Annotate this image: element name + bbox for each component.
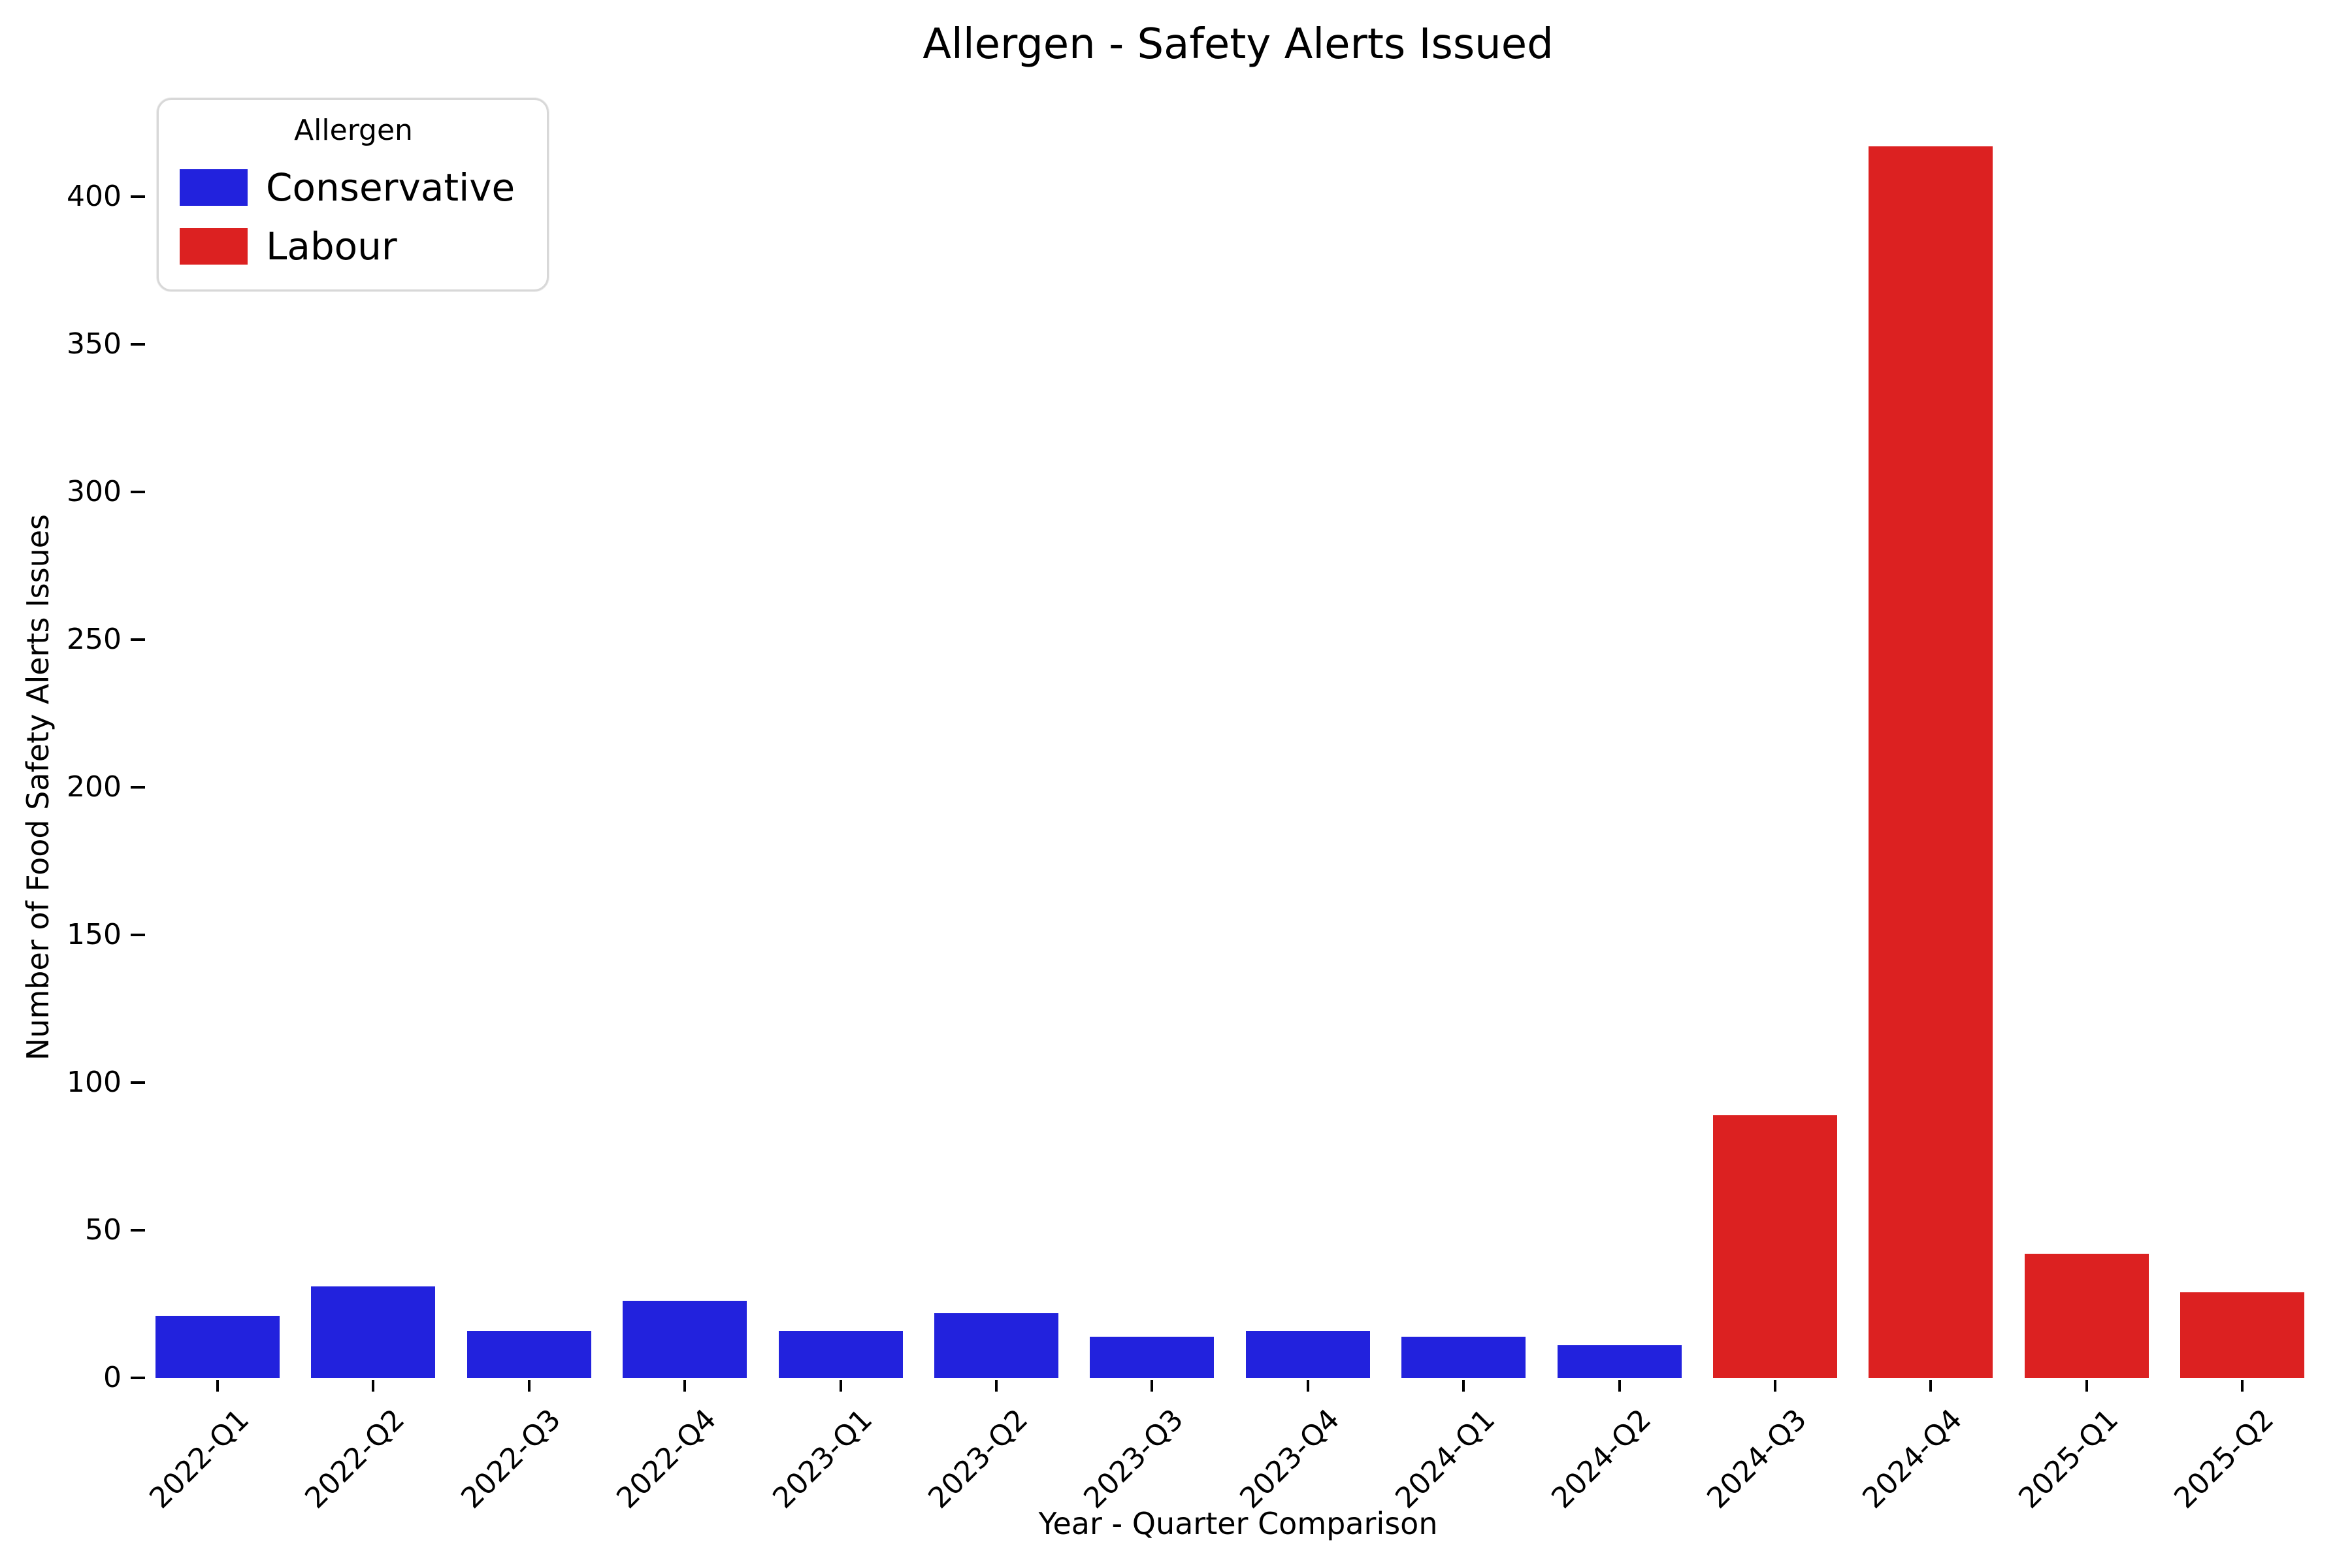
x-tick-label: 2022-Q2 [299, 1403, 412, 1515]
bar-2024-q3 [1713, 1115, 1837, 1378]
x-tick-label: 2023-Q3 [1077, 1403, 1190, 1515]
x-tick-mark [839, 1380, 842, 1392]
y-tick-label: 100 [67, 1066, 122, 1099]
x-tick-label: 2024-Q4 [1856, 1403, 1969, 1515]
bar-2022-q3 [467, 1331, 591, 1378]
x-tick-label: 2024-Q3 [1701, 1403, 1814, 1515]
x-axis-label: Year - Quarter Comparison [1038, 1506, 1438, 1541]
y-tick-label: 350 [67, 327, 122, 361]
x-tick-label: 2025-Q2 [2168, 1403, 2281, 1515]
x-tick-label: 2023-Q1 [766, 1403, 879, 1515]
y-tick-mark [131, 343, 145, 346]
y-tick-label: 50 [85, 1213, 122, 1247]
y-tick-label: 400 [67, 180, 122, 213]
legend: Allergen Conservative Labour [157, 98, 549, 291]
legend-item: Labour [180, 225, 527, 267]
y-tick-mark [131, 934, 145, 936]
y-tick-label: 0 [103, 1361, 122, 1394]
x-tick-mark [1774, 1380, 1776, 1392]
y-tick-label: 150 [67, 918, 122, 951]
x-tick-mark [2241, 1380, 2244, 1392]
bar-2024-q1 [1401, 1337, 1526, 1378]
x-tick-mark [2085, 1380, 2088, 1392]
bar-2023-q3 [1090, 1337, 1214, 1378]
bar-2024-q2 [1558, 1345, 1682, 1378]
legend-label: Conservative [266, 165, 515, 210]
bar-2025-q1 [2025, 1254, 2149, 1378]
x-tick-mark [527, 1380, 531, 1392]
legend-swatch-conservative [180, 169, 248, 206]
x-tick-label: 2022-Q3 [454, 1403, 567, 1515]
x-tick-label: 2023-Q4 [1233, 1403, 1346, 1515]
x-tick-mark [216, 1380, 219, 1392]
x-tick-label: 2023-Q2 [922, 1403, 1035, 1515]
y-tick-mark [131, 1377, 145, 1379]
x-tick-label: 2025-Q1 [2012, 1403, 2125, 1515]
bar-2023-q4 [1246, 1331, 1370, 1378]
x-tick-label: 2022-Q4 [610, 1403, 723, 1515]
y-tick-label: 250 [67, 623, 122, 656]
y-tick-mark [131, 786, 145, 789]
y-tick-mark [131, 491, 145, 493]
bar-2022-q4 [623, 1301, 747, 1378]
x-tick-mark [1618, 1380, 1621, 1392]
bar-2023-q1 [779, 1331, 903, 1378]
y-tick-mark [131, 1229, 145, 1232]
y-tick-label: 200 [67, 770, 122, 804]
x-tick-mark [372, 1380, 375, 1392]
x-tick-mark [995, 1380, 998, 1392]
y-tick-mark [131, 195, 145, 198]
y-tick-label: 300 [67, 475, 122, 508]
y-tick-mark [131, 638, 145, 641]
bar-2025-q2 [2180, 1292, 2304, 1378]
legend-item: Conservative [180, 167, 527, 208]
legend-title: Allergen [294, 114, 413, 147]
x-tick-mark [1306, 1380, 1309, 1392]
x-tick-label: 2024-Q1 [1389, 1403, 1502, 1515]
x-tick-mark [683, 1380, 687, 1392]
x-tick-label: 2022-Q1 [143, 1403, 256, 1515]
x-tick-label: 2024-Q2 [1544, 1403, 1658, 1515]
x-tick-mark [1151, 1380, 1154, 1392]
legend-swatch-labour [180, 228, 248, 265]
bar-2023-q2 [934, 1313, 1058, 1378]
legend-label: Labour [266, 224, 397, 269]
x-tick-mark [1462, 1380, 1465, 1392]
bar-2024-q4 [1869, 146, 1993, 1378]
chart-title: Allergen - Safety Alerts Issued [923, 20, 1554, 69]
y-tick-mark [131, 1081, 145, 1084]
x-tick-mark [1929, 1380, 1933, 1392]
bar-2022-q2 [311, 1286, 435, 1378]
bar-2022-q1 [155, 1316, 280, 1378]
